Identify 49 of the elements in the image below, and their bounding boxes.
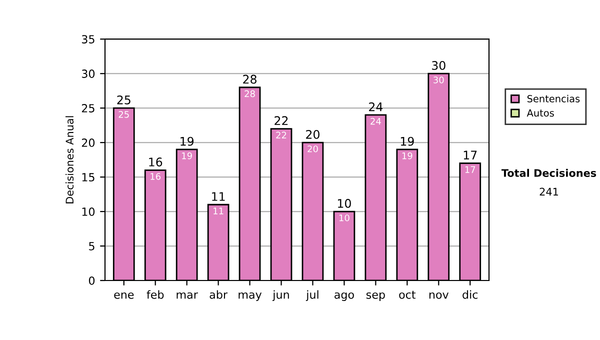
x-tick-label: may — [238, 292, 262, 301]
y-tick-label: 20 — [82, 138, 95, 147]
x-tick-label: abr — [210, 290, 228, 299]
x-tick-label: jul — [306, 290, 318, 301]
data-label: 17 — [465, 166, 476, 173]
data-label: 24 — [370, 118, 381, 125]
y-tick-label: 15 — [82, 173, 94, 182]
data-label: 28 — [244, 90, 255, 98]
y-tick-label: 30 — [82, 70, 95, 78]
text: 241 — [540, 188, 558, 196]
data-label: 30 — [434, 76, 444, 84]
total-label: 24 — [369, 102, 383, 112]
total-label: 28 — [243, 74, 256, 84]
legend-label: Sentencias — [527, 94, 580, 102]
total-label: 17 — [464, 150, 477, 160]
total-label: 30 — [432, 60, 446, 70]
y-tick-label: 10 — [82, 208, 95, 216]
data-label: 20 — [308, 145, 318, 152]
x-tick-label: ene — [114, 292, 134, 299]
total-label: 16 — [149, 158, 162, 166]
data-label: 16 — [150, 173, 161, 180]
x-tick-label: nov — [429, 292, 449, 299]
y-tick-label: 5 — [89, 242, 94, 250]
data-label: 10 — [339, 214, 350, 222]
y-tick-label: 35 — [82, 35, 94, 44]
total-label: 20 — [306, 130, 320, 139]
total-label: 11 — [212, 192, 225, 201]
y-tick-label: 25 — [82, 104, 94, 112]
x-tick-label: sep — [366, 292, 385, 301]
y-axis-title: Decisiones Anual — [66, 116, 74, 204]
text: Total Decisiones — [501, 168, 596, 177]
total-label: 19 — [180, 136, 194, 146]
x-tick-label: mar — [176, 292, 198, 299]
data-label: 22 — [276, 132, 286, 138]
y-tick-label: 0 — [88, 276, 95, 285]
data-label: 19 — [182, 152, 192, 160]
x-tick-label: dic — [462, 290, 478, 299]
total-label: 22 — [274, 116, 288, 125]
data-label: 25 — [118, 110, 129, 118]
x-tick-label: jun — [272, 290, 289, 301]
x-tick-label: ago — [334, 292, 354, 301]
data-label: 19 — [402, 152, 412, 160]
legend-label: Autos — [526, 109, 554, 117]
x-tick-label: feb — [146, 290, 164, 299]
total-label: 19 — [400, 136, 414, 146]
x-tick-label: oct — [399, 290, 416, 299]
total-label: 25 — [117, 95, 130, 104]
total-label: 10 — [338, 198, 351, 208]
data-label: 11 — [214, 208, 224, 214]
